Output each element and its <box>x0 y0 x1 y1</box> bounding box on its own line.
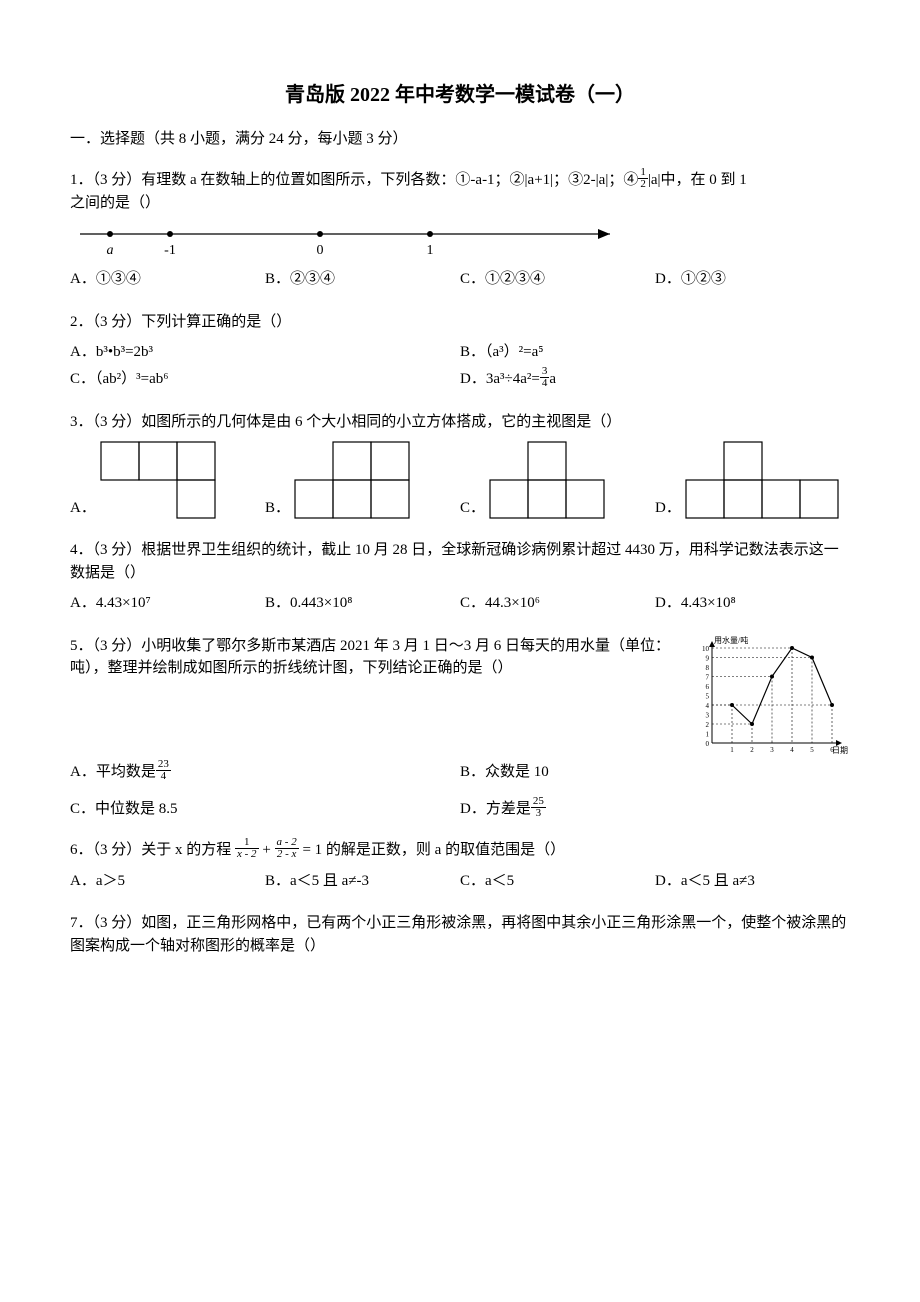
svg-text:a: a <box>107 243 114 258</box>
q3-options: A． B． C． D． <box>70 439 850 521</box>
svg-text:10: 10 <box>702 645 710 653</box>
fraction-half: 12 <box>638 167 648 190</box>
q3-opt-c-label: C． <box>460 497 485 520</box>
question-1: 1．（3 分）有理数 a 在数轴上的位置如图所示，下列各数：①-a-1；②|a+… <box>70 169 850 215</box>
question-6: 6．（3 分）关于 x 的方程 1x - 2 + a - 22 - x = 1 … <box>70 839 850 862</box>
fraction-eq-1: 1x - 2 <box>235 837 259 860</box>
q6-opt-d: D．a＜5 且 a≠3 <box>655 868 850 895</box>
q1-opt-c: C．①②③④ <box>460 266 655 293</box>
q2-options: A．b³•b³=2b³ B．（a³）²=a⁵ C．（ab²）³=ab⁶ D．3a… <box>70 339 850 393</box>
q2-opt-c: C．（ab²）³=ab⁶ <box>70 366 460 393</box>
q5-opt-d: D．方差是253 <box>460 798 850 821</box>
q1-opt-a: A．①③④ <box>70 266 265 293</box>
q6-opt-b: B．a＜5 且 a≠-3 <box>265 868 460 895</box>
q2-opt-d-a: D．3a³÷4a²= <box>460 371 540 387</box>
q5-chart: 用水量/吨日期012345678910123456 <box>690 635 850 755</box>
q5-opt-b: B．众数是 10 <box>460 761 850 784</box>
svg-text:-1: -1 <box>164 243 176 258</box>
svg-text:8: 8 <box>706 664 710 672</box>
q6-opt-a: A．a＞5 <box>70 868 265 895</box>
q3-opt-a-label: A． <box>70 497 96 520</box>
svg-text:6: 6 <box>830 746 834 754</box>
svg-text:用水量/吨: 用水量/吨 <box>714 635 748 645</box>
q3-opt-a: A． <box>70 439 265 521</box>
number-line: a -1 0 1 <box>70 220 850 260</box>
shape-d <box>685 441 839 519</box>
question-4: 4．（3 分）根据世界卫生组织的统计，截止 10 月 28 日，全球新冠确诊病例… <box>70 539 850 584</box>
q1-text-b: |a|中，在 0 到 1 <box>648 172 747 188</box>
q2-opt-b: B．（a³）²=a⁵ <box>460 339 850 366</box>
q5-opt-a: A．平均数是234 <box>70 761 460 784</box>
q2-opt-d: D．3a³÷4a²=34a <box>460 366 850 393</box>
shape-c <box>489 441 605 519</box>
q4-opt-d: D．4.43×10⁸ <box>655 590 850 617</box>
svg-text:6: 6 <box>706 683 710 691</box>
question-2: 2．（3 分）下列计算正确的是（） <box>70 311 850 334</box>
svg-text:2: 2 <box>706 721 710 729</box>
svg-text:2: 2 <box>750 746 754 754</box>
shape-b <box>294 441 410 519</box>
q4-options: A．4.43×10⁷ B．0.443×10⁸ C．44.3×10⁶ D．4.43… <box>70 590 850 617</box>
shape-a <box>100 441 216 519</box>
q5-opt-a-label: A．平均数是 <box>70 764 156 780</box>
q6-text-a: 6．（3 分）关于 x 的方程 <box>70 842 231 858</box>
q4-opt-c: C．44.3×10⁶ <box>460 590 655 617</box>
fraction-eq-2: a - 22 - x <box>275 837 299 860</box>
fraction-23-4: 234 <box>156 759 171 782</box>
equals-one: = 1 <box>302 842 322 858</box>
q3-opt-d: D． <box>655 439 850 521</box>
svg-text:7: 7 <box>706 673 710 681</box>
q4-opt-a: A．4.43×10⁷ <box>70 590 265 617</box>
q5-text: 5．（3 分）小明收集了鄂尔多斯市某酒店 2021 年 3 月 1 日～3 月 … <box>70 635 680 680</box>
svg-text:1: 1 <box>427 243 434 258</box>
section-header: 一．选择题（共 8 小题，满分 24 分，每小题 3 分） <box>70 128 850 151</box>
q2-opt-d-b: a <box>549 371 556 387</box>
q2-opt-a: A．b³•b³=2b³ <box>70 339 460 366</box>
q3-opt-b: B． <box>265 439 460 521</box>
svg-text:3: 3 <box>706 711 710 719</box>
svg-text:5: 5 <box>706 692 710 700</box>
svg-text:1: 1 <box>706 730 710 738</box>
q3-opt-b-label: B． <box>265 497 290 520</box>
svg-text:0: 0 <box>706 740 710 748</box>
q1-text-a: 1．（3 分）有理数 a 在数轴上的位置如图所示，下列各数：①-a-1；②|a+… <box>70 172 638 188</box>
plus-sign: + <box>262 842 274 858</box>
page-title: 青岛版 2022 年中考数学一模试卷（一） <box>70 80 850 110</box>
svg-text:5: 5 <box>810 746 814 754</box>
q1-opt-d: D．①②③ <box>655 266 850 293</box>
svg-text:3: 3 <box>770 746 774 754</box>
fraction-25-3: 253 <box>531 796 546 819</box>
q6-options: A．a＞5 B．a＜5 且 a≠-3 C．a＜5 D．a＜5 且 a≠3 <box>70 868 850 895</box>
q3-opt-c: C． <box>460 439 655 521</box>
svg-text:0: 0 <box>317 243 324 258</box>
q4-opt-b: B．0.443×10⁸ <box>265 590 460 617</box>
q6-text-b: 的解是正数，则 a 的取值范围是（） <box>326 842 565 858</box>
q1-text-c: 之间的是（） <box>70 192 850 215</box>
q1-options: A．①③④ B．②③④ C．①②③④ D．①②③ <box>70 266 850 293</box>
q6-opt-c: C．a＜5 <box>460 868 655 895</box>
svg-text:9: 9 <box>706 654 710 662</box>
q1-opt-b: B．②③④ <box>265 266 460 293</box>
q5-opt-d-label: D．方差是 <box>460 801 531 817</box>
svg-text:4: 4 <box>790 746 794 754</box>
q3-opt-d-label: D． <box>655 497 681 520</box>
fraction-3-4: 34 <box>540 366 550 389</box>
q5-opt-c: C．中位数是 8.5 <box>70 798 460 821</box>
svg-text:4: 4 <box>706 702 710 710</box>
svg-text:1: 1 <box>730 746 734 754</box>
svg-text:日期: 日期 <box>832 746 848 755</box>
question-3: 3．（3 分）如图所示的几何体是由 6 个大小相同的小立方体搭成，它的主视图是（… <box>70 411 850 434</box>
question-5: 5．（3 分）小明收集了鄂尔多斯市某酒店 2021 年 3 月 1 日～3 月 … <box>70 635 850 755</box>
question-7: 7．（3 分）如图，正三角形网格中，已有两个小正三角形被涂黑，再将图中其余小正三… <box>70 912 850 957</box>
q5-options: A．平均数是234 B．众数是 10 C．中位数是 8.5 D．方差是253 <box>70 761 850 821</box>
